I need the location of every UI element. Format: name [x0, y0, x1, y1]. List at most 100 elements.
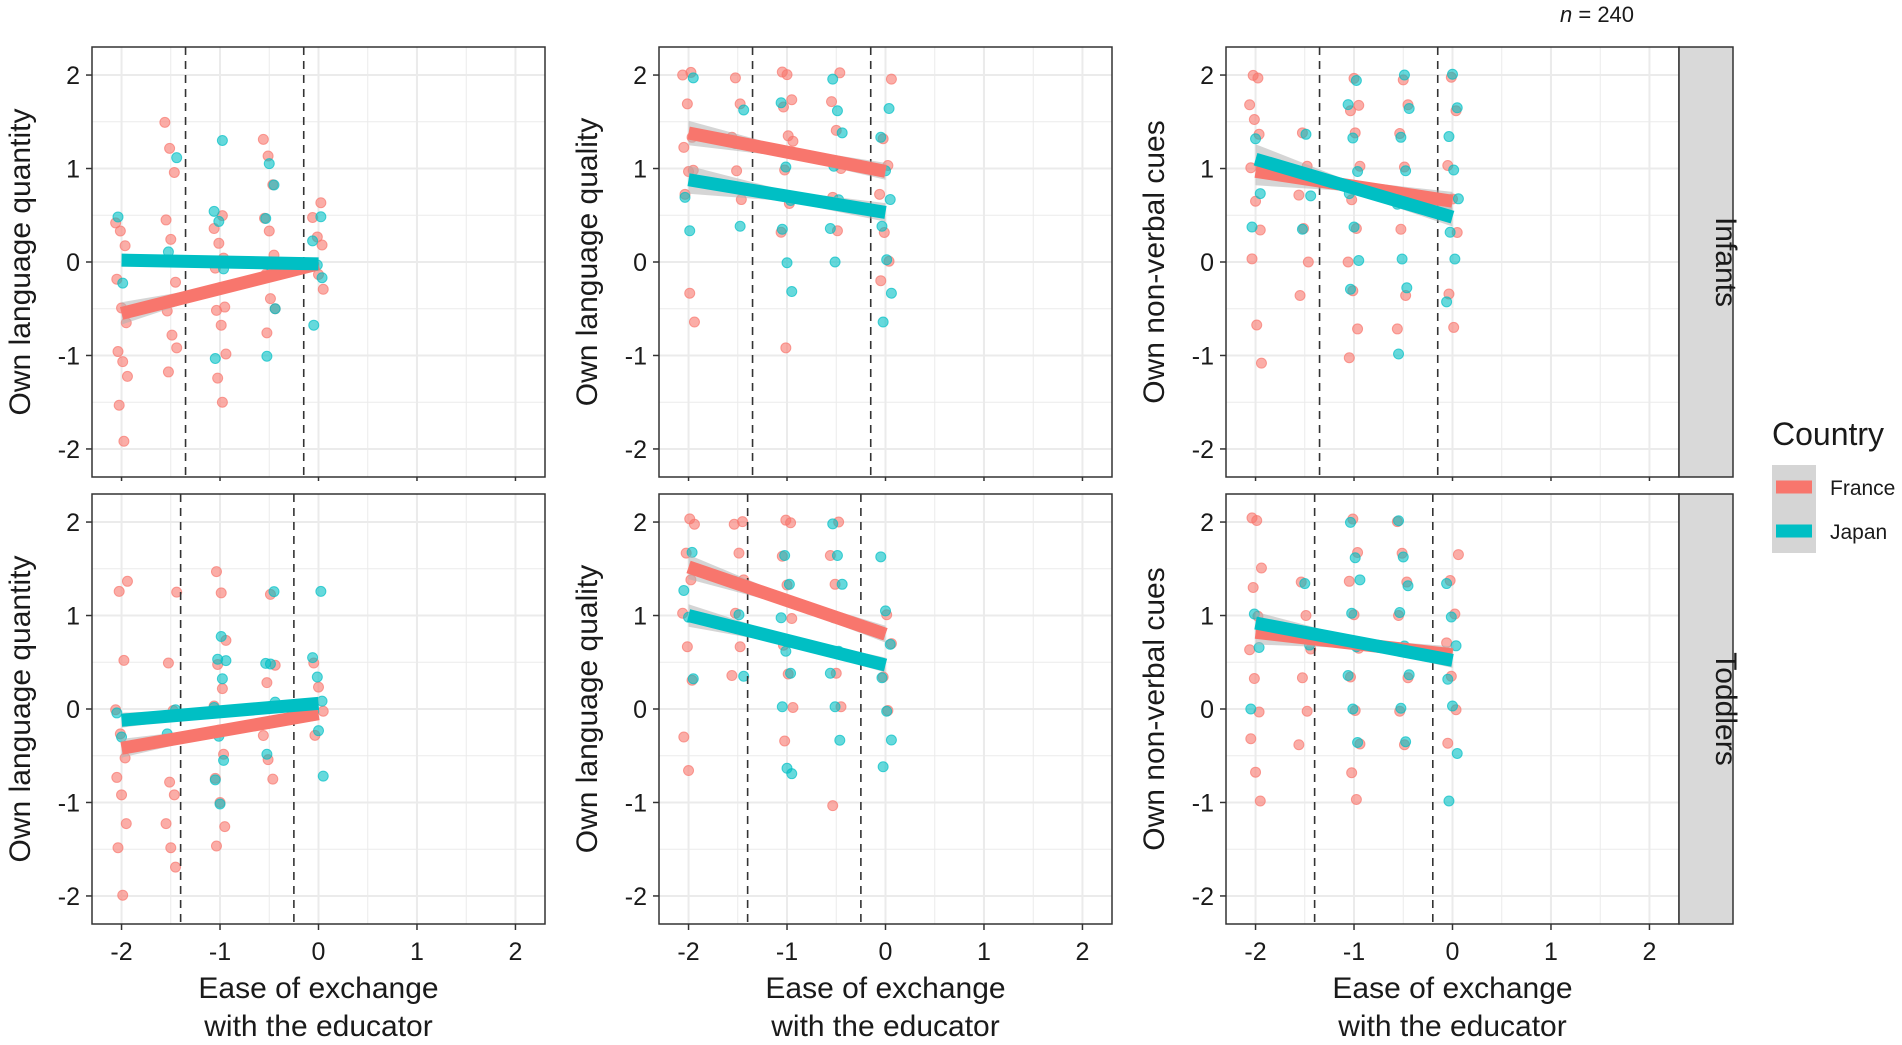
data-point-japan	[1396, 253, 1408, 265]
facet-strip-infants: Infants	[1678, 46, 1742, 478]
data-point-japan	[1400, 165, 1412, 177]
n-value: = 240	[1572, 2, 1635, 27]
y-tick-label: 0	[633, 696, 647, 724]
data-point-france	[779, 735, 791, 747]
data-point-japan	[831, 105, 843, 117]
y-tick-label: -1	[1192, 342, 1214, 370]
y-tick-label: 1	[1200, 603, 1214, 631]
data-point-france	[875, 275, 887, 287]
data-point-japan	[1350, 74, 1362, 86]
data-point-france	[1391, 323, 1403, 335]
y-tick-label: 1	[1200, 156, 1214, 184]
data-point-france	[170, 861, 182, 873]
data-point-france	[113, 399, 125, 411]
x-tick-label: -2	[1244, 938, 1266, 966]
data-point-japan	[209, 774, 221, 786]
data-point-japan	[209, 352, 221, 364]
data-point-france	[168, 789, 180, 801]
data-point-france	[219, 821, 231, 833]
data-point-japan	[1397, 551, 1409, 563]
y-axis-label: Own language quality	[571, 565, 604, 854]
y-axis-label: Own language quantity	[4, 556, 37, 863]
y-tick-label: 1	[633, 603, 647, 631]
data-point-japan	[1347, 132, 1359, 144]
data-point-japan	[1299, 578, 1311, 590]
data-point-france	[118, 654, 130, 666]
data-point-japan	[734, 220, 746, 232]
data-point-france	[1251, 515, 1263, 527]
data-point-japan	[780, 645, 792, 657]
data-point-japan	[218, 754, 230, 766]
y-tick-label: -2	[625, 436, 647, 464]
data-point-france	[1246, 253, 1258, 265]
data-point-france	[1245, 733, 1257, 745]
y-axis-label: Own non-verbal cues	[1138, 567, 1171, 850]
data-point-france	[257, 730, 269, 742]
data-point-japan	[875, 551, 887, 563]
data-point-japan	[829, 701, 841, 713]
data-point-france	[688, 316, 700, 328]
x-axis-label: Ease of exchange	[765, 972, 1005, 1005]
data-point-france	[210, 304, 222, 316]
data-point-japan	[1246, 221, 1258, 233]
data-point-japan	[779, 550, 791, 562]
data-point-japan	[1354, 574, 1366, 586]
data-point-japan	[875, 131, 887, 143]
data-point-france	[683, 765, 695, 777]
data-point-japan	[112, 211, 124, 223]
data-point-france	[681, 98, 693, 110]
data-point-france	[263, 225, 275, 237]
data-point-japan	[1450, 640, 1462, 652]
regression-line-japan	[686, 609, 888, 672]
data-point-japan	[1305, 190, 1317, 202]
data-point-france	[118, 435, 130, 447]
panel-toddlers-1: -2 -1 0 1 2 -2 -1 0 1 2 Ease of exchange with the e…	[4, 493, 546, 1043]
regression-line-japan	[1254, 616, 1454, 667]
data-point-france	[885, 73, 897, 85]
data-point-japan	[1447, 700, 1458, 712]
data-point-france	[264, 293, 276, 305]
data-point-france	[166, 329, 178, 341]
y-tick-label: -1	[58, 342, 80, 370]
data-point-japan	[261, 350, 273, 362]
data-point-japan	[733, 609, 745, 621]
data-point-japan	[1300, 128, 1312, 140]
data-point-japan	[1393, 515, 1405, 527]
data-point-japan	[1448, 164, 1460, 176]
data-point-france	[1247, 581, 1259, 593]
data-point-japan	[1347, 703, 1359, 715]
data-point-france	[1248, 114, 1260, 126]
data-point-japan	[824, 223, 836, 235]
data-point-japan	[775, 97, 787, 109]
data-point-france	[785, 517, 797, 529]
data-point-japan	[783, 578, 795, 590]
data-point-japan	[1403, 669, 1415, 681]
data-point-japan	[264, 658, 276, 670]
x-tick-label: 0	[879, 938, 893, 966]
data-point-japan	[1349, 552, 1361, 564]
y-tick-label: -2	[58, 883, 80, 911]
data-point-france	[1395, 223, 1407, 235]
data-point-france	[116, 789, 128, 801]
data-point-france	[162, 657, 174, 669]
data-point-france	[212, 372, 224, 384]
y-tick-label: 0	[66, 249, 80, 277]
data-point-japan	[315, 211, 327, 223]
data-point-france	[1252, 72, 1264, 84]
data-point-japan	[214, 798, 226, 810]
data-point-france	[111, 771, 123, 783]
data-point-france	[267, 773, 279, 785]
facet-strip-box	[1678, 493, 1734, 925]
data-point-france	[681, 641, 693, 653]
data-point-france	[688, 518, 700, 530]
data-point-japan	[1254, 188, 1266, 200]
data-point-france	[1352, 323, 1364, 335]
data-point-france	[164, 776, 176, 788]
legend: Country France Japan	[1772, 416, 1895, 553]
data-point-japan	[876, 672, 888, 684]
x-tick-label: 2	[509, 938, 523, 966]
data-point-japan	[776, 223, 788, 235]
data-point-france	[1293, 189, 1305, 201]
x-tick-label: -1	[209, 938, 231, 966]
regression-line-japan	[1253, 152, 1455, 224]
